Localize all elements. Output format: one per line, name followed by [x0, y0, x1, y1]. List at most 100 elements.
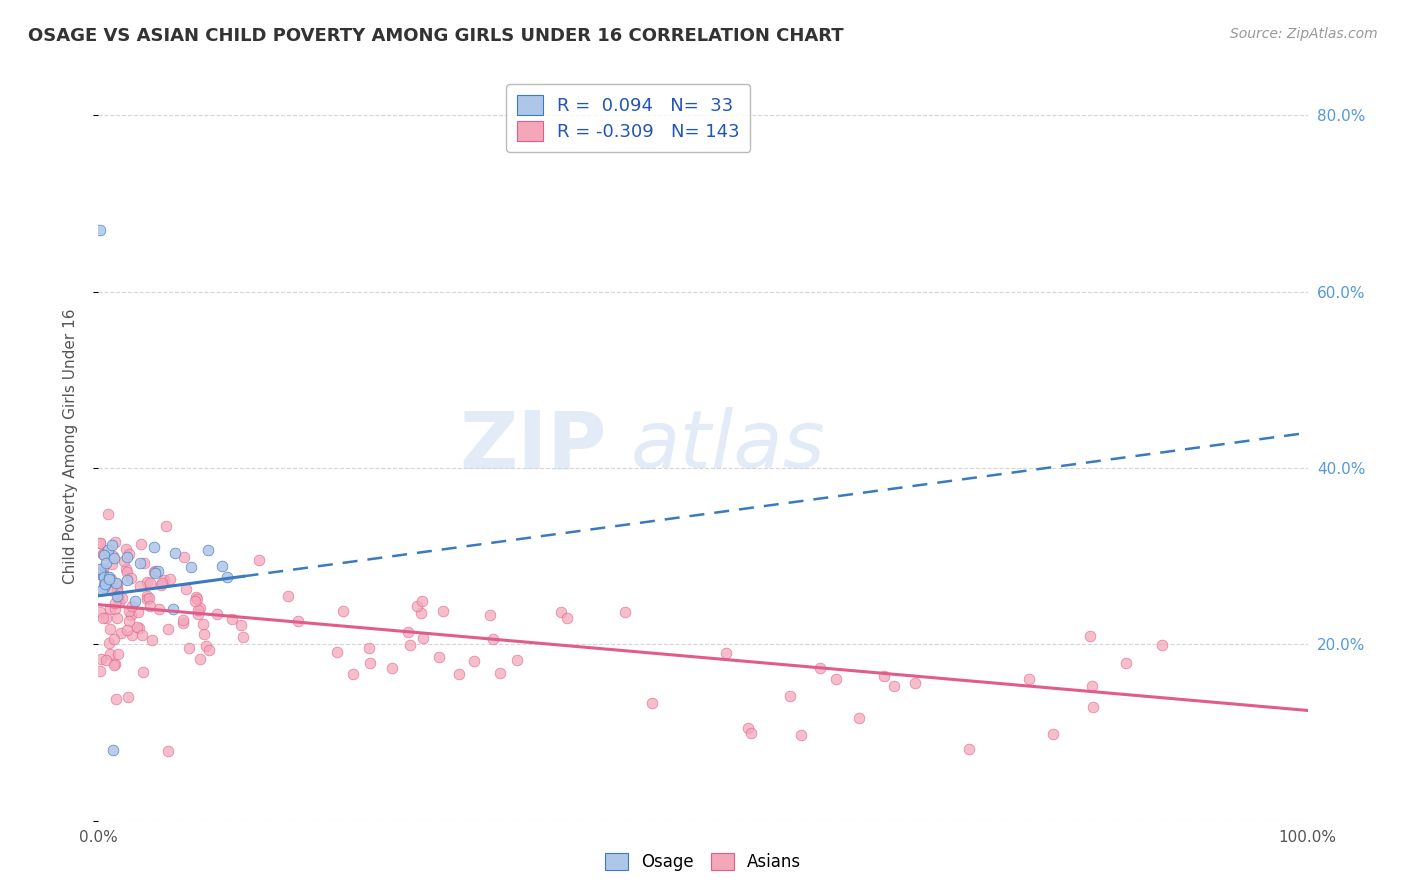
Point: [1152, 638, 1174, 652]
Point: [463, 654, 485, 668]
Point: [148, 602, 170, 616]
Point: [714, 646, 737, 660]
Point: [128, 556, 150, 570]
Point: [883, 680, 905, 694]
Text: ZIP: ZIP: [458, 407, 606, 485]
Point: [177, 641, 200, 656]
Legend: R =  0.094   N=  33, R = -0.309   N= 143: R = 0.094 N= 33, R = -0.309 N= 143: [506, 84, 751, 152]
Point: [489, 666, 512, 681]
Point: [93, 570, 115, 584]
Text: OSAGE VS ASIAN CHILD POVERTY AMONG GIRLS UNDER 16 CORRELATION CHART: OSAGE VS ASIAN CHILD POVERTY AMONG GIRLS…: [28, 27, 844, 45]
Point: [129, 579, 152, 593]
Point: [215, 570, 238, 584]
Point: [326, 645, 349, 659]
Point: [229, 617, 252, 632]
Point: [112, 554, 135, 568]
Point: [186, 592, 208, 607]
Point: [163, 546, 186, 560]
Point: [873, 669, 896, 683]
Point: [221, 611, 243, 625]
Point: [555, 611, 578, 625]
Point: [89, 562, 111, 576]
Point: [1081, 680, 1104, 694]
Point: [396, 625, 419, 640]
Point: [211, 559, 233, 574]
Point: [104, 601, 127, 615]
Point: [104, 535, 127, 549]
Point: [139, 599, 162, 613]
Point: [124, 594, 146, 608]
Point: [399, 638, 422, 652]
Point: [93, 548, 115, 562]
Point: [184, 590, 207, 604]
Point: [479, 607, 502, 622]
Point: [107, 590, 129, 604]
Point: [848, 711, 870, 725]
Point: [150, 576, 173, 591]
Point: [98, 636, 121, 650]
Point: [96, 576, 118, 591]
Point: [103, 658, 125, 673]
Point: [96, 611, 118, 625]
Point: [172, 613, 194, 627]
Point: [91, 611, 114, 625]
Point: [173, 550, 195, 565]
Point: [114, 541, 136, 556]
Point: [143, 540, 166, 554]
Point: [737, 721, 759, 735]
Point: [232, 630, 254, 644]
Point: [91, 547, 114, 561]
Point: [447, 667, 470, 681]
Point: [101, 549, 124, 563]
Point: [115, 562, 138, 576]
Point: [825, 672, 848, 686]
Point: [550, 605, 572, 619]
Point: [94, 653, 117, 667]
Point: [96, 575, 118, 590]
Point: [98, 622, 121, 636]
Point: [104, 576, 127, 591]
Point: [247, 552, 270, 566]
Point: [432, 604, 454, 618]
Point: [506, 653, 529, 667]
Point: [105, 581, 128, 595]
Point: [107, 595, 129, 609]
Point: [101, 538, 124, 552]
Point: [409, 607, 432, 621]
Point: [1042, 727, 1064, 741]
Point: [105, 590, 128, 604]
Point: [91, 561, 114, 575]
Point: [121, 628, 143, 642]
Point: [427, 649, 450, 664]
Point: [91, 568, 114, 582]
Point: [482, 632, 505, 646]
Point: [613, 605, 636, 619]
Point: [191, 617, 214, 632]
Point: [187, 607, 209, 621]
Point: [1018, 672, 1040, 686]
Point: [1083, 700, 1105, 714]
Point: [91, 563, 114, 577]
Point: [162, 602, 184, 616]
Point: [94, 576, 117, 591]
Point: [93, 580, 115, 594]
Point: [406, 599, 429, 613]
Point: [136, 591, 159, 606]
Point: [153, 574, 176, 588]
Point: [115, 549, 138, 564]
Point: [97, 543, 120, 558]
Point: [412, 632, 434, 646]
Point: [904, 675, 927, 690]
Point: [125, 619, 148, 633]
Point: [105, 577, 128, 591]
Point: [97, 572, 120, 586]
Point: [205, 607, 228, 621]
Point: [111, 591, 134, 605]
Point: [1078, 629, 1101, 643]
Point: [1115, 656, 1137, 670]
Point: [103, 632, 125, 646]
Point: [115, 624, 138, 638]
Point: [146, 565, 169, 579]
Point: [332, 604, 354, 618]
Y-axis label: Child Poverty Among Girls Under 16: Child Poverty Among Girls Under 16: [63, 309, 77, 583]
